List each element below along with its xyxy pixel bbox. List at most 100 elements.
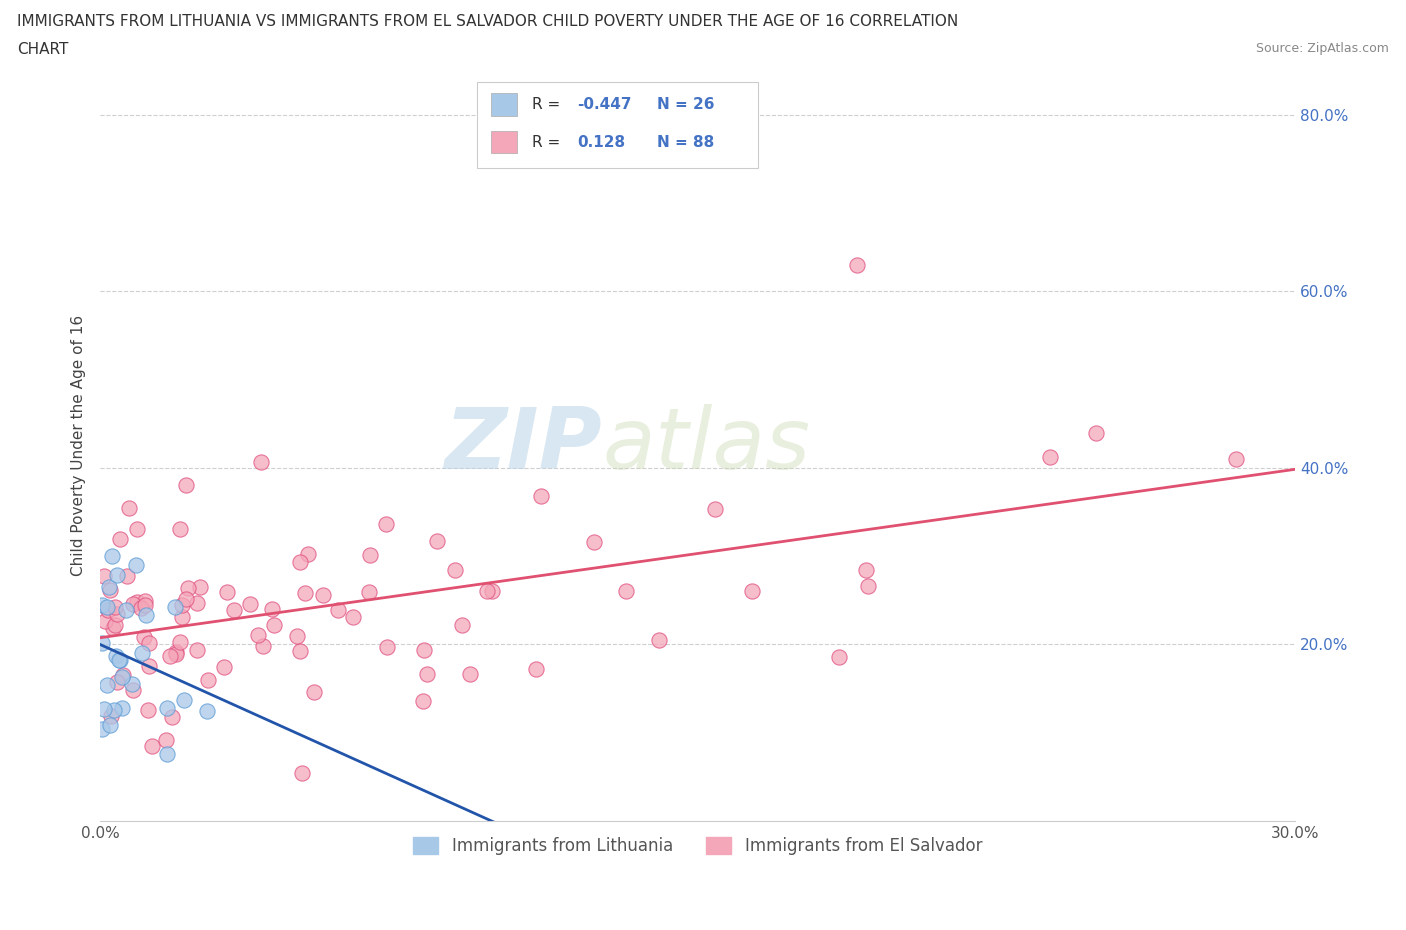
Point — [294, 585, 316, 600]
Point — [108, 652, 131, 667]
Point — [118, 500, 141, 515]
Point — [416, 666, 439, 681]
Point — [648, 632, 671, 647]
Point — [239, 597, 262, 612]
Point — [114, 602, 136, 617]
Point — [1225, 452, 1247, 467]
Point — [111, 670, 134, 684]
Point — [311, 588, 333, 603]
Point — [97, 579, 120, 594]
Point — [460, 667, 482, 682]
FancyBboxPatch shape — [491, 93, 517, 116]
Point — [375, 516, 398, 531]
Point — [108, 653, 131, 668]
Point — [162, 710, 184, 724]
Text: -0.447: -0.447 — [576, 97, 631, 112]
Point — [155, 733, 177, 748]
FancyBboxPatch shape — [477, 82, 758, 168]
Point — [173, 692, 195, 707]
Point — [302, 684, 325, 699]
Point — [105, 606, 128, 621]
Point — [136, 702, 159, 717]
Point — [342, 610, 364, 625]
Point — [186, 643, 208, 658]
Point — [97, 603, 120, 618]
Point — [1039, 450, 1062, 465]
Point — [138, 659, 160, 674]
Text: R =: R = — [531, 97, 565, 112]
Point — [481, 583, 503, 598]
Point — [741, 583, 763, 598]
Point — [357, 584, 380, 599]
Point — [98, 582, 121, 597]
Point — [297, 547, 319, 562]
Text: atlas: atlas — [602, 405, 810, 487]
Point — [530, 488, 553, 503]
Point — [135, 607, 157, 622]
Point — [127, 522, 149, 537]
Point — [127, 594, 149, 609]
Point — [359, 548, 381, 563]
Point — [195, 704, 218, 719]
Point — [444, 563, 467, 578]
Point — [247, 628, 270, 643]
Point — [100, 709, 122, 724]
Point — [252, 639, 274, 654]
Point — [856, 578, 879, 593]
Point — [412, 694, 434, 709]
Point — [176, 591, 198, 606]
Point — [110, 531, 132, 546]
Point — [125, 558, 148, 573]
Point — [163, 599, 186, 614]
Point — [121, 677, 143, 692]
Point — [413, 643, 436, 658]
Point — [614, 583, 637, 598]
Point — [101, 549, 124, 564]
Point — [165, 646, 187, 661]
Point — [96, 600, 118, 615]
Point — [131, 645, 153, 660]
Point — [98, 718, 121, 733]
Text: IMMIGRANTS FROM LITHUANIA VS IMMIGRANTS FROM EL SALVADOR CHILD POVERTY UNDER THE: IMMIGRANTS FROM LITHUANIA VS IMMIGRANTS … — [17, 14, 957, 29]
Point — [138, 635, 160, 650]
Point — [285, 629, 308, 644]
Text: ZIP: ZIP — [444, 405, 602, 487]
Point — [188, 580, 211, 595]
Text: 0.128: 0.128 — [576, 135, 626, 150]
Point — [222, 603, 245, 618]
Point — [134, 594, 156, 609]
Point — [93, 569, 115, 584]
Text: N = 26: N = 26 — [657, 97, 714, 112]
Point — [159, 649, 181, 664]
Point — [1085, 425, 1108, 440]
Point — [186, 596, 208, 611]
Point — [290, 644, 312, 658]
Point — [156, 700, 179, 715]
Point — [177, 580, 200, 595]
Point — [846, 258, 869, 272]
Point — [105, 568, 128, 583]
Point — [260, 602, 283, 617]
Point — [170, 609, 193, 624]
Point — [96, 678, 118, 693]
Point — [115, 569, 138, 584]
Point — [156, 747, 179, 762]
Point — [93, 614, 115, 629]
Text: Source: ZipAtlas.com: Source: ZipAtlas.com — [1256, 42, 1389, 55]
Text: R =: R = — [531, 135, 569, 150]
Point — [212, 659, 235, 674]
Point — [703, 501, 725, 516]
Point — [524, 662, 547, 677]
Point — [176, 477, 198, 492]
Point — [93, 702, 115, 717]
Point — [170, 598, 193, 613]
Point — [197, 672, 219, 687]
Legend: Immigrants from Lithuania, Immigrants from El Salvador: Immigrants from Lithuania, Immigrants fr… — [406, 830, 988, 861]
Point — [111, 667, 134, 682]
FancyBboxPatch shape — [491, 131, 517, 153]
Point — [141, 738, 163, 753]
Point — [134, 597, 156, 612]
Point — [91, 597, 114, 612]
Point — [263, 618, 285, 632]
Point — [103, 600, 125, 615]
